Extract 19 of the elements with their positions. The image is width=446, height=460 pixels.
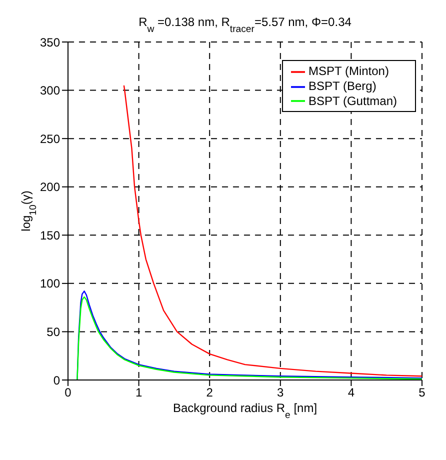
x-tick-label: 4 bbox=[348, 386, 355, 400]
y-tick-label: 100 bbox=[40, 276, 60, 291]
y-tick-label: 200 bbox=[40, 180, 60, 194]
y-tick-label: 350 bbox=[40, 35, 60, 50]
x-tick-label: 2 bbox=[206, 386, 214, 400]
y-tick-label: 50 bbox=[46, 324, 60, 339]
y-tick-label: 0 bbox=[53, 373, 60, 388]
chart-title: R$_{w}$ =0.138 nm, R$_{tracer}$=5.57 nm, Φ=0.34 bbox=[138, 15, 352, 34]
x-tick-label: 0 bbox=[64, 386, 72, 400]
legend-label: BSPT (Guttman) bbox=[308, 94, 397, 108]
legend-label: BSPT (Berg) bbox=[308, 78, 376, 93]
x-tick-label: 5 bbox=[418, 386, 426, 400]
x-axis-title: Background radius R$_{e}$ [nm] bbox=[172, 401, 318, 420]
y-tick-label: 150 bbox=[40, 228, 60, 242]
x-tick-label: 3 bbox=[277, 386, 284, 400]
x-tick-label: 1 bbox=[135, 386, 142, 400]
legend-label: MSPT (Minton) bbox=[308, 64, 389, 78]
y-tick-label: 300 bbox=[40, 84, 60, 98]
y-tick-label: 250 bbox=[40, 132, 60, 146]
